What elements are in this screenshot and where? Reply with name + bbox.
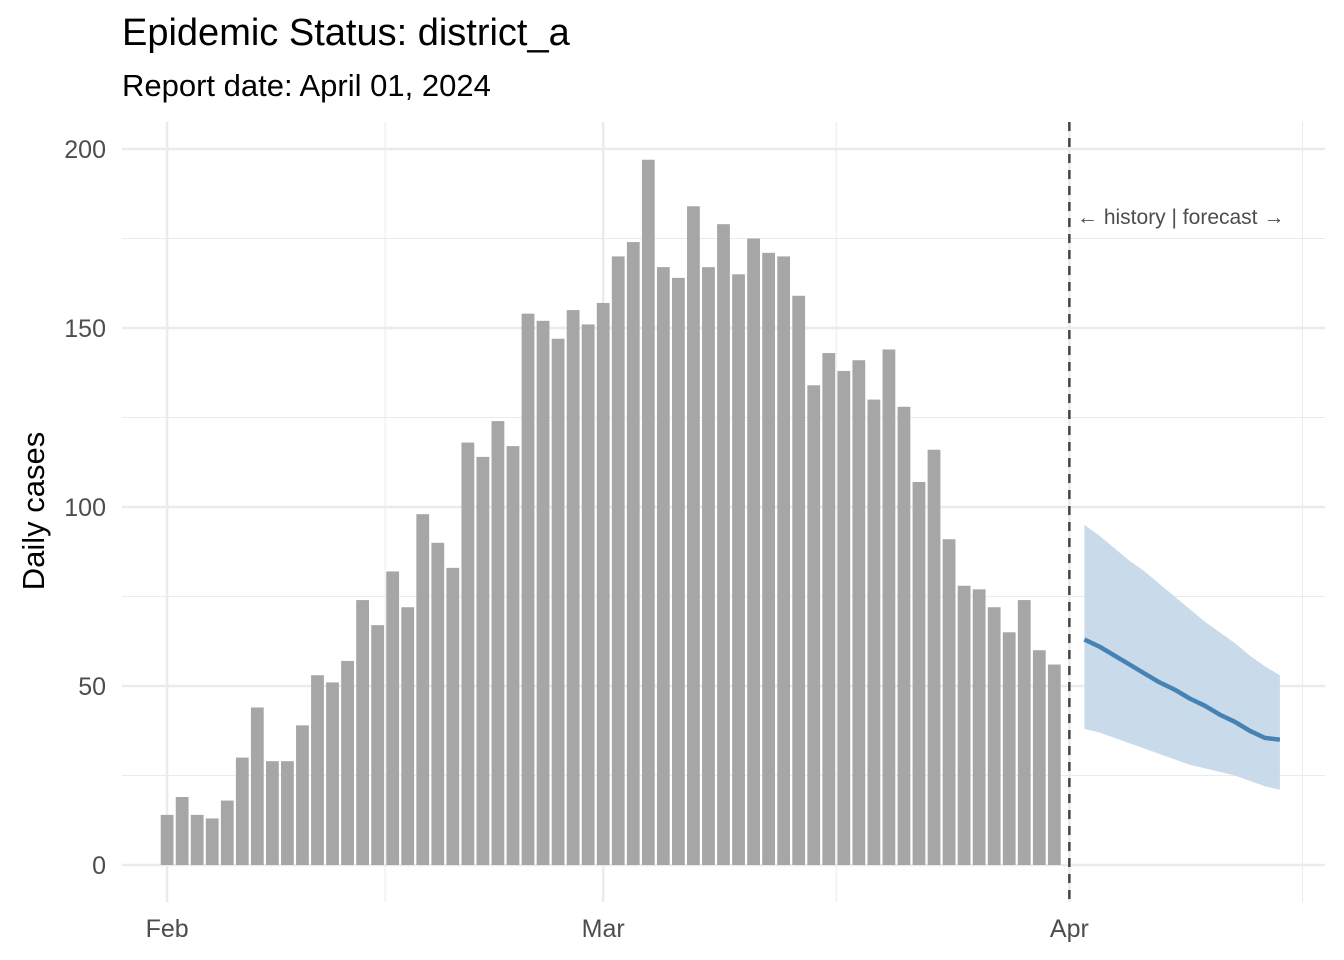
history-bar [265, 761, 279, 865]
history-bar [476, 456, 490, 865]
history-bar [296, 725, 309, 865]
history-bar [1047, 664, 1061, 865]
history-bar [1017, 600, 1031, 865]
history-bar [506, 446, 520, 865]
history-bar [205, 818, 219, 865]
history-bar [762, 252, 776, 865]
x-tick-label: Feb [146, 915, 189, 943]
history-bar [461, 442, 475, 865]
x-tick-label: Apr [1050, 915, 1089, 943]
history-bar [235, 757, 249, 865]
history-bar [446, 567, 460, 865]
history-bar [747, 238, 760, 865]
history-bar [160, 814, 174, 865]
x-tick-label: Mar [582, 915, 625, 943]
history-bar [671, 277, 685, 865]
history-bar [250, 707, 264, 865]
history-bar [942, 539, 956, 865]
history-bar [867, 399, 881, 865]
y-axis-title: Daily cases [16, 432, 51, 591]
history-bar [401, 607, 415, 865]
history-bar [190, 814, 204, 865]
y-tick-label: 150 [64, 315, 106, 343]
history-bar [641, 159, 655, 866]
history-bar [311, 675, 324, 865]
history-bar [687, 206, 700, 865]
history-bar [416, 514, 430, 865]
history-bar [1032, 650, 1046, 865]
y-tick-label: 100 [64, 494, 106, 522]
history-bar [972, 589, 986, 865]
history-bar [341, 660, 354, 865]
history-bars [160, 159, 1061, 866]
history-bar [717, 224, 730, 865]
history-bar [822, 353, 836, 865]
history-bar [732, 274, 745, 865]
history-bar [175, 796, 189, 865]
chart-subtitle: Report date: April 01, 2024 [122, 68, 491, 103]
forecast-mean-line [1083, 637, 1281, 742]
history-bar [882, 349, 896, 866]
history-bar [581, 324, 595, 865]
history-bar [852, 360, 866, 865]
chart-title: Epidemic Status: district_a [122, 12, 570, 54]
history-bar [281, 761, 294, 865]
history-bar [551, 338, 565, 865]
history-bar [837, 370, 851, 865]
history-bar [777, 256, 791, 865]
history-bar [656, 267, 670, 865]
history-forecast-annotation: ← history | forecast → [1077, 206, 1284, 229]
history-bar [596, 302, 610, 865]
history-bar [431, 542, 445, 865]
history-bar [807, 385, 821, 865]
history-bar [987, 607, 1001, 865]
history-bar [702, 267, 715, 865]
history-bar [566, 310, 580, 866]
history-bar [536, 320, 550, 866]
history-bar [220, 800, 234, 865]
history-bar [897, 406, 911, 865]
forecast-interval-band [1084, 524, 1280, 790]
y-tick-label: 0 [92, 852, 106, 880]
history-bar [371, 625, 385, 865]
history-bar [386, 571, 400, 865]
axis-labels: 0 50 100 150 200 Feb Mar Apr [64, 136, 1089, 943]
history-bar [912, 481, 926, 865]
history-bar [1002, 632, 1016, 865]
y-tick-label: 50 [78, 673, 106, 701]
y-tick-label: 200 [64, 136, 106, 164]
history-bar [927, 449, 941, 865]
history-bar [957, 585, 971, 865]
forecast-line-layer [1083, 637, 1281, 742]
history-bar [626, 242, 640, 865]
history-bar [491, 421, 505, 865]
forecast-band-layer [1084, 524, 1280, 790]
history-bar [356, 600, 369, 865]
history-bar [611, 256, 625, 865]
history-bar [326, 682, 339, 865]
history-bar [521, 313, 535, 865]
history-bar [792, 295, 806, 865]
